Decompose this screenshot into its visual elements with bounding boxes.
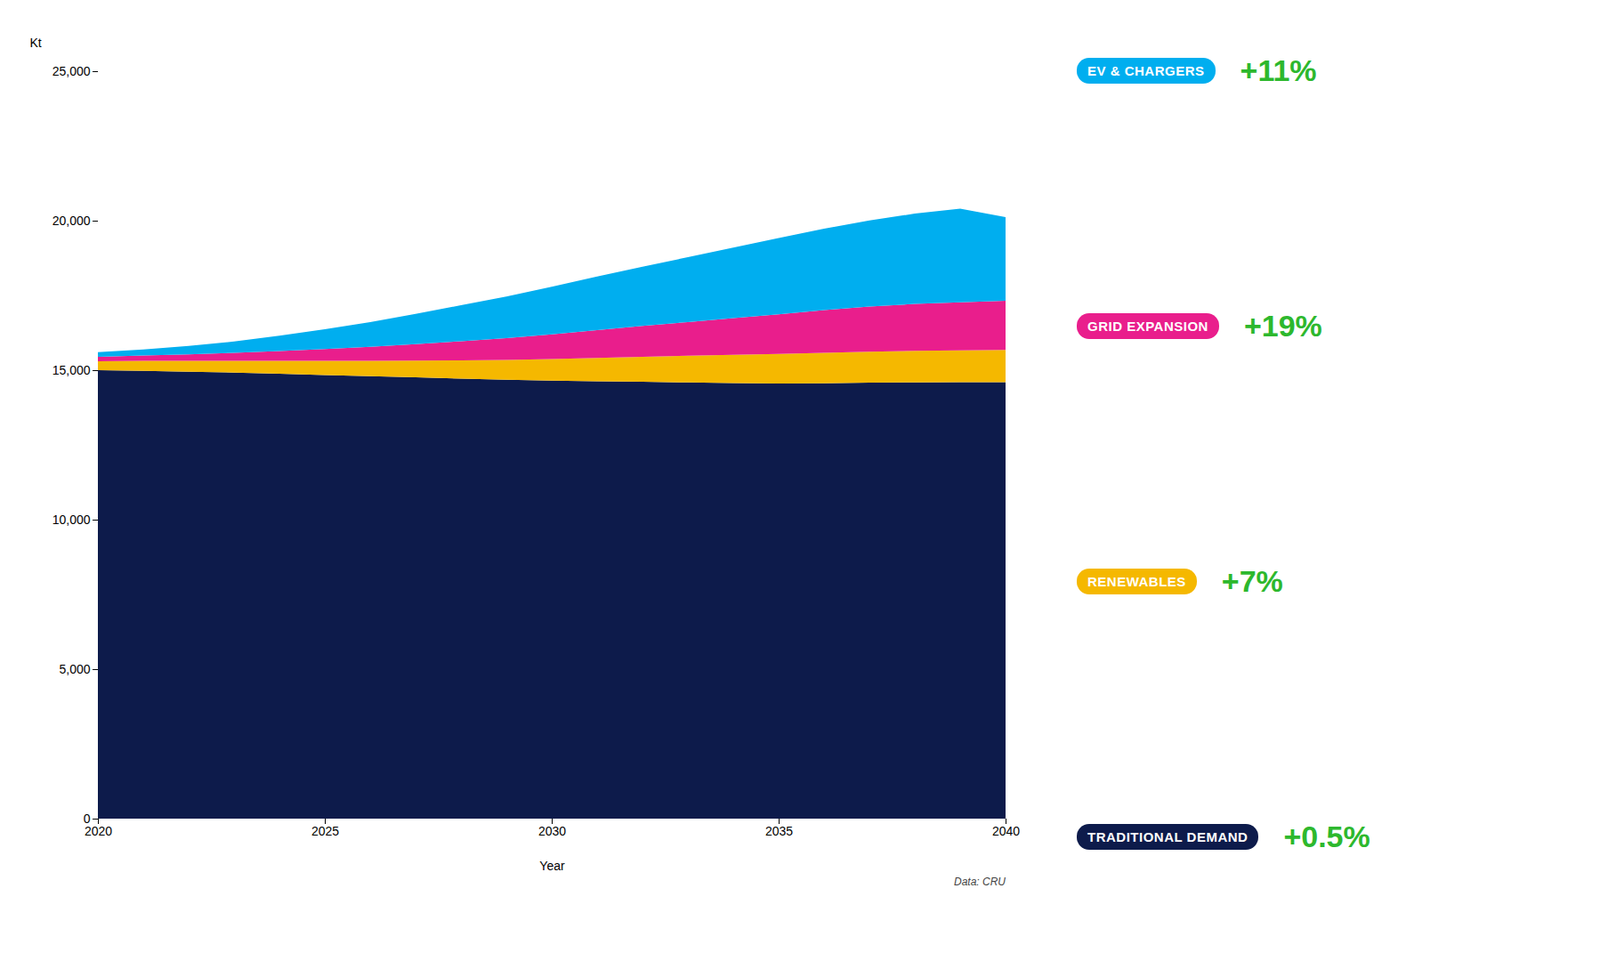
svg-text:2020: 2020 [84,824,113,839]
svg-text:15,000: 15,000 [52,363,91,378]
html-text:+7%: +7% [1221,564,1284,598]
svg-text:2035: 2035 [765,824,793,839]
svg-text:Year: Year [539,858,566,873]
svg-text:2030: 2030 [538,824,566,839]
svg-text:25,000: 25,000 [52,64,91,79]
svg-text:Kt: Kt [30,35,42,50]
svg-text:10,000: 10,000 [52,512,91,527]
html-text:+11%: +11% [1240,53,1317,88]
svg-text:2025: 2025 [311,824,340,839]
html-text:GRID EXPANSION: GRID EXPANSION [1087,318,1209,334]
html-text:TRADITIONAL DEMAND: TRADITIONAL DEMAND [1087,829,1248,845]
html-text:+19%: +19% [1243,308,1323,343]
svg-text:0: 0 [83,811,91,826]
html-text:Data: CRU: Data: CRU [953,875,1006,889]
svg-text:2040: 2040 [992,824,1020,839]
svg-text:20,000: 20,000 [52,213,91,228]
html-text:RENEWABLES: RENEWABLES [1087,573,1187,590]
html-text:EV & CHARGERS: EV & CHARGERS [1087,63,1205,79]
svg-text:5,000: 5,000 [58,662,90,677]
html-text:+0.5%: +0.5% [1283,819,1371,854]
